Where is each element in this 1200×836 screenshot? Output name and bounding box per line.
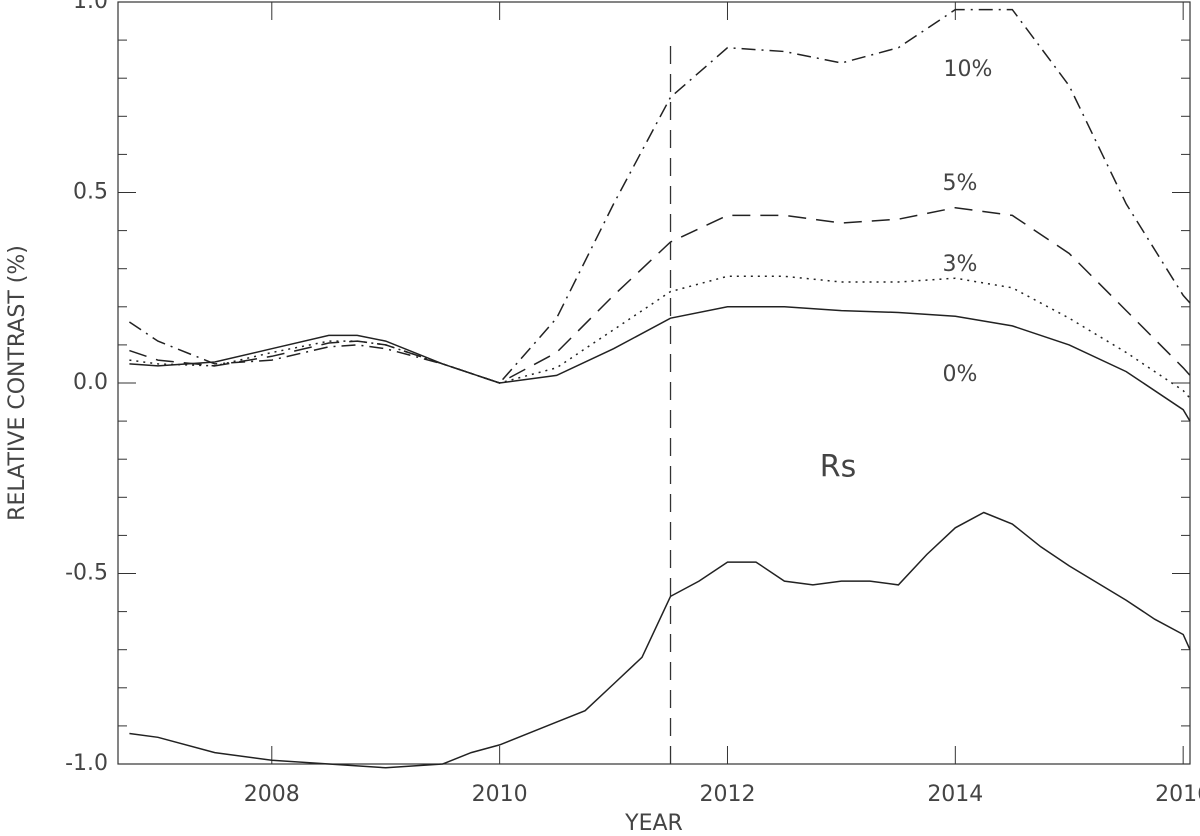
series-label: 3% (943, 252, 978, 277)
series-label: Rs (820, 450, 856, 485)
x-tick-label: 2010 (472, 782, 528, 807)
y-axis-label: RELATIVE CONTRAST (%) (5, 245, 30, 521)
series-label: 0% (943, 362, 978, 387)
x-tick-label: 2012 (699, 782, 755, 807)
plot-frame (117, 1, 1191, 765)
y-tick-label: -1.0 (65, 751, 108, 776)
y-tick-label: 0.5 (73, 180, 108, 205)
series-label: 10% (944, 57, 993, 82)
x-tick-label: 2014 (927, 782, 983, 807)
series-line (129, 306, 1191, 422)
y-tick-label: 0.0 (73, 370, 108, 395)
series-line (128, 8, 1191, 384)
series-label: 5% (943, 171, 978, 196)
series-line (129, 206, 1191, 384)
x-tick-label: 2016 (1155, 782, 1200, 807)
series-line (129, 511, 1191, 769)
x-axis-label: YEAR (624, 811, 683, 836)
series-line (129, 275, 1191, 399)
y-tick-label: 1.0 (73, 0, 108, 14)
y-tick-label: -0.5 (65, 561, 108, 586)
x-tick-label: 2008 (244, 782, 300, 807)
